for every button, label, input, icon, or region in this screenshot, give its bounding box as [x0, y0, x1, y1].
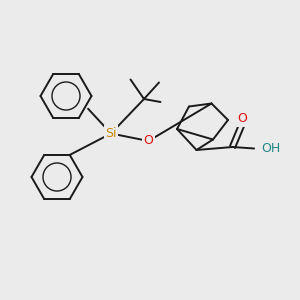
- Text: O: O: [144, 134, 153, 148]
- Text: O: O: [237, 112, 247, 125]
- Text: Si: Si: [105, 127, 117, 140]
- Text: OH: OH: [261, 142, 280, 155]
